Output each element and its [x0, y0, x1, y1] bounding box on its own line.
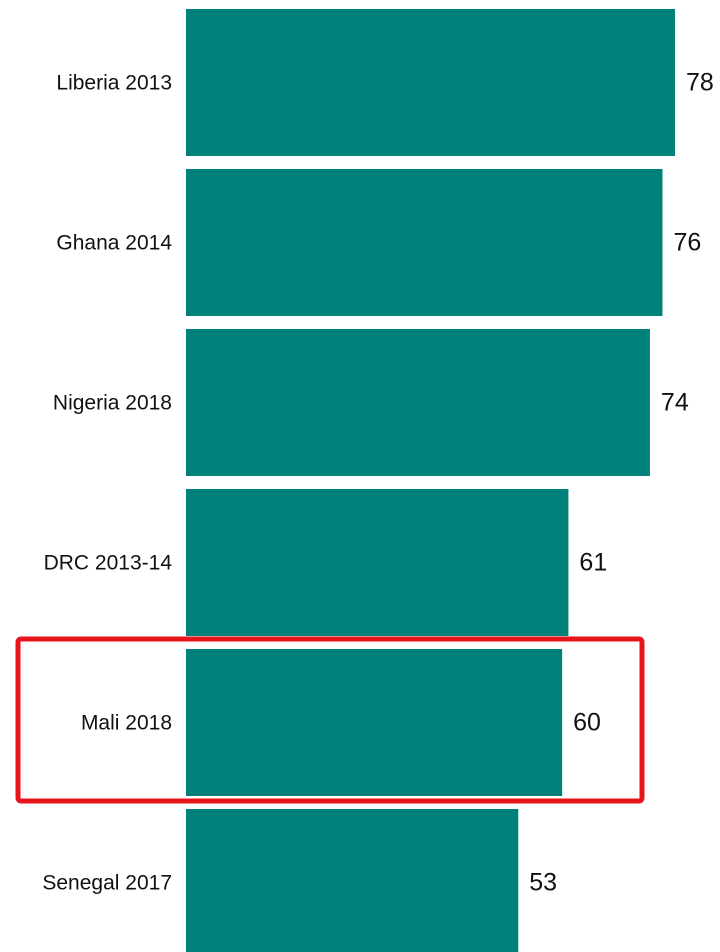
- value-label-senegal-2017: 53: [529, 869, 557, 897]
- bar-drc-2013-14: [186, 489, 569, 636]
- bar-liberia-2013: [186, 9, 675, 156]
- value-label-drc-2013-14: 61: [579, 549, 607, 577]
- category-label-liberia-2013: Liberia 2013: [56, 72, 172, 95]
- category-label-drc-2013-14: DRC 2013-14: [44, 552, 173, 575]
- highlight-box: [15, 636, 645, 804]
- category-label-nigeria-2018: Nigeria 2018: [53, 392, 172, 415]
- category-label-ghana-2014: Ghana 2014: [56, 232, 172, 255]
- value-label-mali-2018: 60: [573, 709, 601, 737]
- bar-senegal-2017: [186, 809, 519, 952]
- labels-layer: Liberia 2013 78 Ghana 2014 76 Nigeria 2018 74…: [42, 69, 713, 897]
- value-label-ghana-2014: 76: [673, 229, 701, 257]
- highlight-layer: [15, 636, 645, 804]
- value-label-nigeria-2018: 74: [661, 389, 689, 417]
- category-label-senegal-2017: Senegal 2017: [42, 872, 172, 895]
- bar-mali-2018: [186, 649, 563, 796]
- bars-layer: [186, 9, 675, 952]
- bar-ghana-2014: [186, 169, 663, 316]
- category-label-mali-2018: Mali 2018: [81, 712, 172, 735]
- bar-nigeria-2018: [186, 329, 650, 476]
- value-label-liberia-2013: 78: [686, 69, 714, 97]
